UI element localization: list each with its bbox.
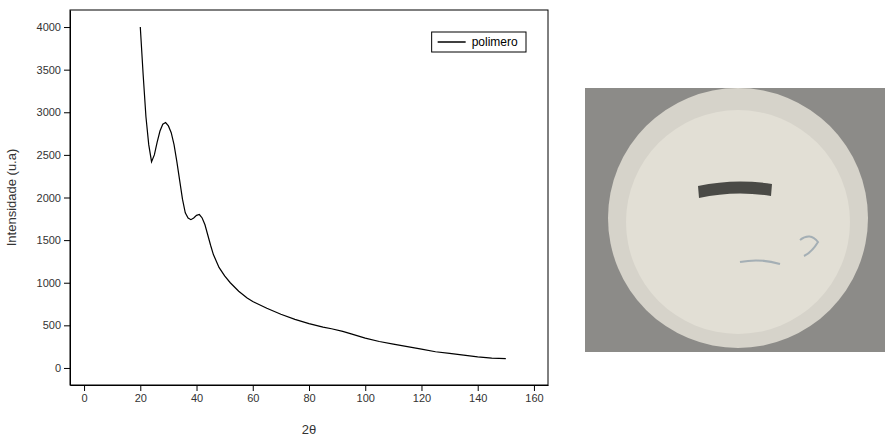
x-tick: 60 [247, 385, 259, 404]
x-axis-title: 2θ [302, 422, 316, 437]
photo-background [585, 88, 885, 352]
x-tick-label: 0 [81, 392, 87, 404]
y-tick-label: 4000 [37, 21, 61, 33]
x-tick: 20 [135, 385, 147, 404]
y-axis-title: Intensidade (u.a) [4, 149, 19, 247]
y-tick: 2500 [37, 149, 70, 161]
x-tick: 160 [525, 385, 543, 404]
x-axis: 0 20 40 60 80 100 120 140 160 [71, 385, 549, 404]
y-tick-label: 3500 [37, 64, 61, 76]
x-tick-mark [534, 385, 535, 391]
y-tick-mark [64, 240, 70, 241]
x-tick-mark [84, 385, 85, 391]
x-tick: 80 [303, 385, 315, 404]
chart: 0 20 40 60 80 100 120 140 160 0 500 1000 1500 2000 250… [0, 0, 889, 446]
sample-photo [585, 88, 885, 352]
y-tick-label: 3000 [37, 106, 61, 118]
x-tick-mark [140, 385, 141, 391]
x-tick-mark [478, 385, 479, 391]
legend: polimero [432, 32, 526, 52]
x-tick-mark [365, 385, 366, 391]
y-tick-label: 2000 [37, 192, 61, 204]
x-tick-label: 40 [191, 392, 203, 404]
legend-swatch [438, 41, 466, 43]
legend-label: polimero [472, 35, 518, 49]
sample-inclusion [698, 181, 772, 198]
x-tick-label: 100 [357, 392, 375, 404]
y-tick: 4000 [37, 21, 70, 33]
x-tick-label: 60 [247, 392, 259, 404]
y-tick-mark [64, 368, 70, 369]
sample-marking [740, 236, 818, 264]
y-tick-label: 0 [55, 362, 61, 374]
y-tick: 1000 [37, 277, 70, 289]
y-axis-line [70, 11, 71, 386]
x-tick-mark [309, 385, 310, 391]
y-tick-mark [64, 27, 70, 28]
x-tick: 0 [81, 385, 87, 404]
line [140, 27, 506, 359]
y-tick-mark [64, 70, 70, 71]
y-tick: 3000 [37, 106, 70, 118]
y-tick: 500 [43, 319, 70, 331]
y-tick-mark [64, 112, 70, 113]
y-tick-label: 2500 [37, 149, 61, 161]
y-tick: 1500 [37, 234, 70, 246]
sample-surface [626, 110, 850, 334]
x-tick-label: 160 [525, 392, 543, 404]
x-tick-label: 140 [469, 392, 487, 404]
x-tick: 100 [357, 385, 375, 404]
x-tick: 40 [191, 385, 203, 404]
plot-frame [70, 10, 548, 385]
y-axis: 0 500 1000 1500 2000 2500 3000 3500 4000 [37, 11, 71, 386]
x-tick-mark [197, 385, 198, 391]
x-tick-label: 120 [413, 392, 431, 404]
y-tick-mark [64, 325, 70, 326]
y-tick: 3500 [37, 64, 70, 76]
legend-box [432, 32, 526, 52]
y-tick-label: 500 [43, 319, 61, 331]
x-tick: 140 [469, 385, 487, 404]
y-tick-label: 1000 [37, 277, 61, 289]
sample-disk [608, 88, 868, 348]
y-tick-label: 1500 [37, 234, 61, 246]
y-tick: 0 [55, 362, 70, 374]
y-tick-mark [64, 283, 70, 284]
x-tick-mark [421, 385, 422, 391]
x-tick: 120 [413, 385, 431, 404]
y-tick: 2000 [37, 192, 70, 204]
x-tick-mark [253, 385, 254, 391]
y-tick-mark [64, 198, 70, 199]
y-tick-mark [64, 155, 70, 156]
x-tick-label: 80 [303, 392, 315, 404]
plot-area [140, 27, 506, 359]
x-tick-label: 20 [135, 392, 147, 404]
